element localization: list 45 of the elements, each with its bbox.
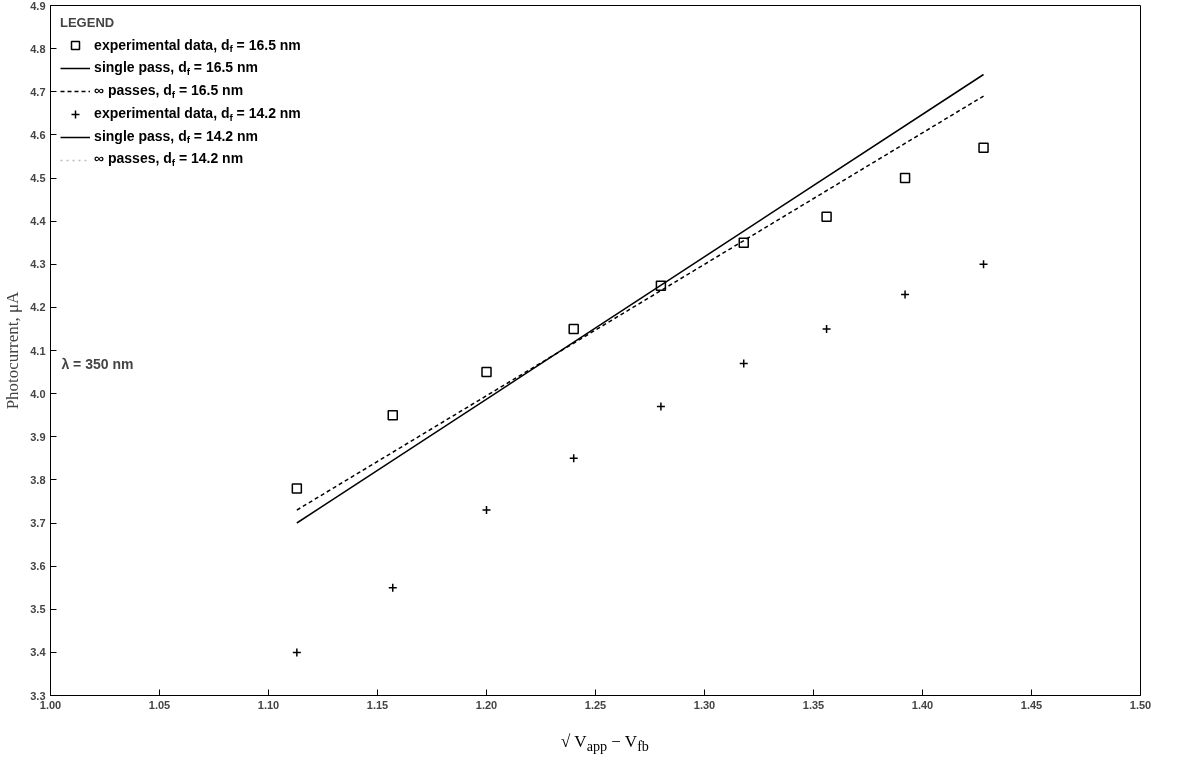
point [656,401,666,412]
y-axis-title: Photocurrent, μA [3,290,23,410]
y-tick-label: 3.9 [30,430,46,443]
y-tick-label: 3.7 [30,517,46,529]
point [821,324,832,334]
y-tick-label: 4.7 [30,85,46,98]
point [291,483,303,494]
point [978,142,989,154]
y-tick-label: 3.4 [30,646,47,659]
y-tick-label: 4.6 [30,128,46,141]
y-tick-label: 4.0 [30,387,46,400]
point [655,280,667,292]
point [738,237,749,248]
x-tick-label: 1.05 [148,698,171,711]
x-tick-label: 1.35 [802,698,825,711]
y-tick-label: 4.3 [30,258,46,271]
x-tick-label: 1.10 [257,698,280,711]
y-tick-label: 4.8 [30,42,46,55]
point [899,172,911,184]
x-tick-label: 1.15 [366,698,389,711]
y-tick-label: 3.8 [30,473,46,486]
x-tick-label: 1.20 [475,698,498,711]
annotation: λ = 350 nm [61,356,134,373]
point [481,366,492,378]
y-tick-label: 4.5 [30,172,46,184]
point [292,647,302,658]
x-tick-label: 1.50 [1129,698,1152,711]
point [821,211,832,223]
y-tick-label: 4.2 [30,301,46,314]
y-tick-label: 3.5 [30,603,46,616]
point [387,409,399,421]
x-tick-label: 1.30 [693,698,716,711]
x-tick-label: 1.40 [911,698,934,711]
point [900,289,910,300]
y-tick-label: 4.4 [30,215,47,228]
y-tick-label: 4.9 [30,0,46,12]
y-tick-label: 3.6 [30,560,46,573]
legend-title: LEGEND [60,15,115,30]
y-tick-label: 4.1 [30,344,46,357]
point [568,323,579,335]
x-tick-label: 1.25 [584,698,607,711]
x-axis-title: √ V$_{app}$ − V$_{fb}$ [561,731,649,757]
point [388,582,398,593]
point [481,505,492,515]
x-tick-label: 1.45 [1020,698,1043,711]
